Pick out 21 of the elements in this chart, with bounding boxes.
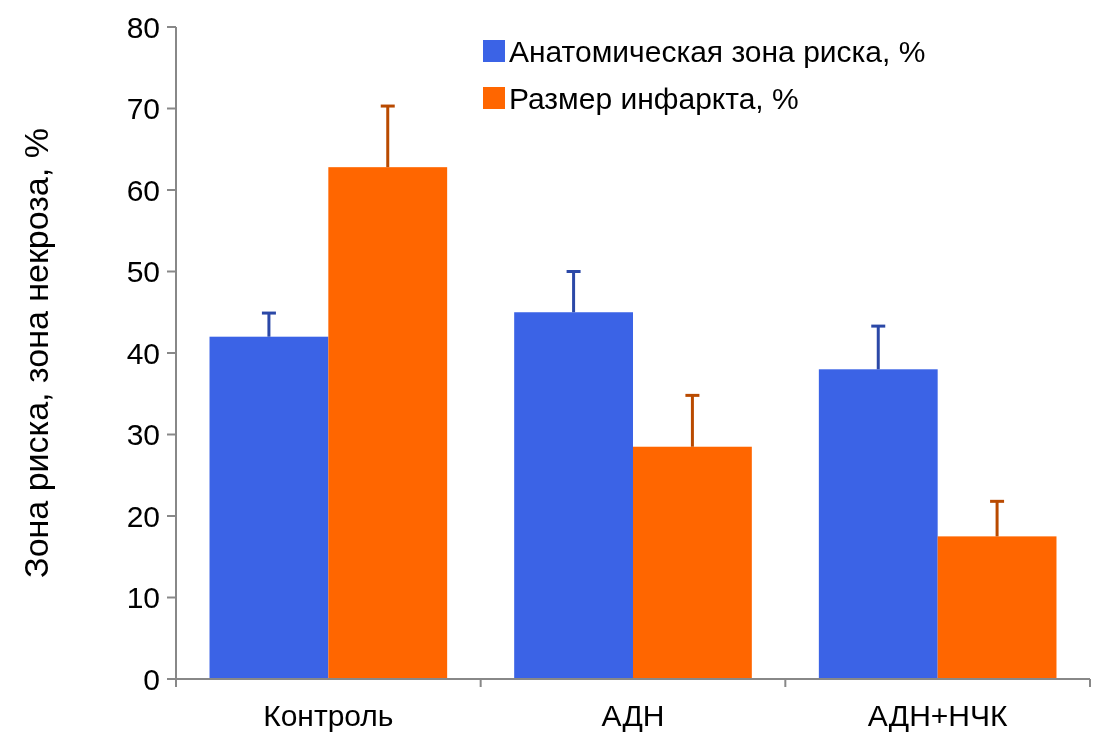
legend-label: Анатомическая зона риска, % [509,34,926,68]
y-tick-label: 60 [126,173,160,207]
bar [937,536,1057,679]
legend-label: Размер инфаркта, % [509,81,799,115]
bar [328,167,448,679]
y-tick-label: 0 [143,662,160,696]
y-tick-label: 20 [126,499,160,533]
y-tick-label: 40 [126,336,160,370]
x-tick-label: АДН [601,699,665,732]
y-axis-title: Зона риска, зона некроза, % [17,128,55,578]
x-tick-label: Контроль [263,699,394,732]
bar [818,369,938,679]
bar [209,336,329,679]
y-tick-label: 80 [126,10,160,44]
bar [633,446,752,679]
bar [514,312,633,679]
x-tick-label: АДН+НЧК [867,699,1009,732]
y-tick-label: 70 [126,92,160,125]
y-tick-label: 50 [126,255,160,288]
y-tick-label: 30 [126,418,160,451]
y-tick-label: 10 [126,581,160,614]
